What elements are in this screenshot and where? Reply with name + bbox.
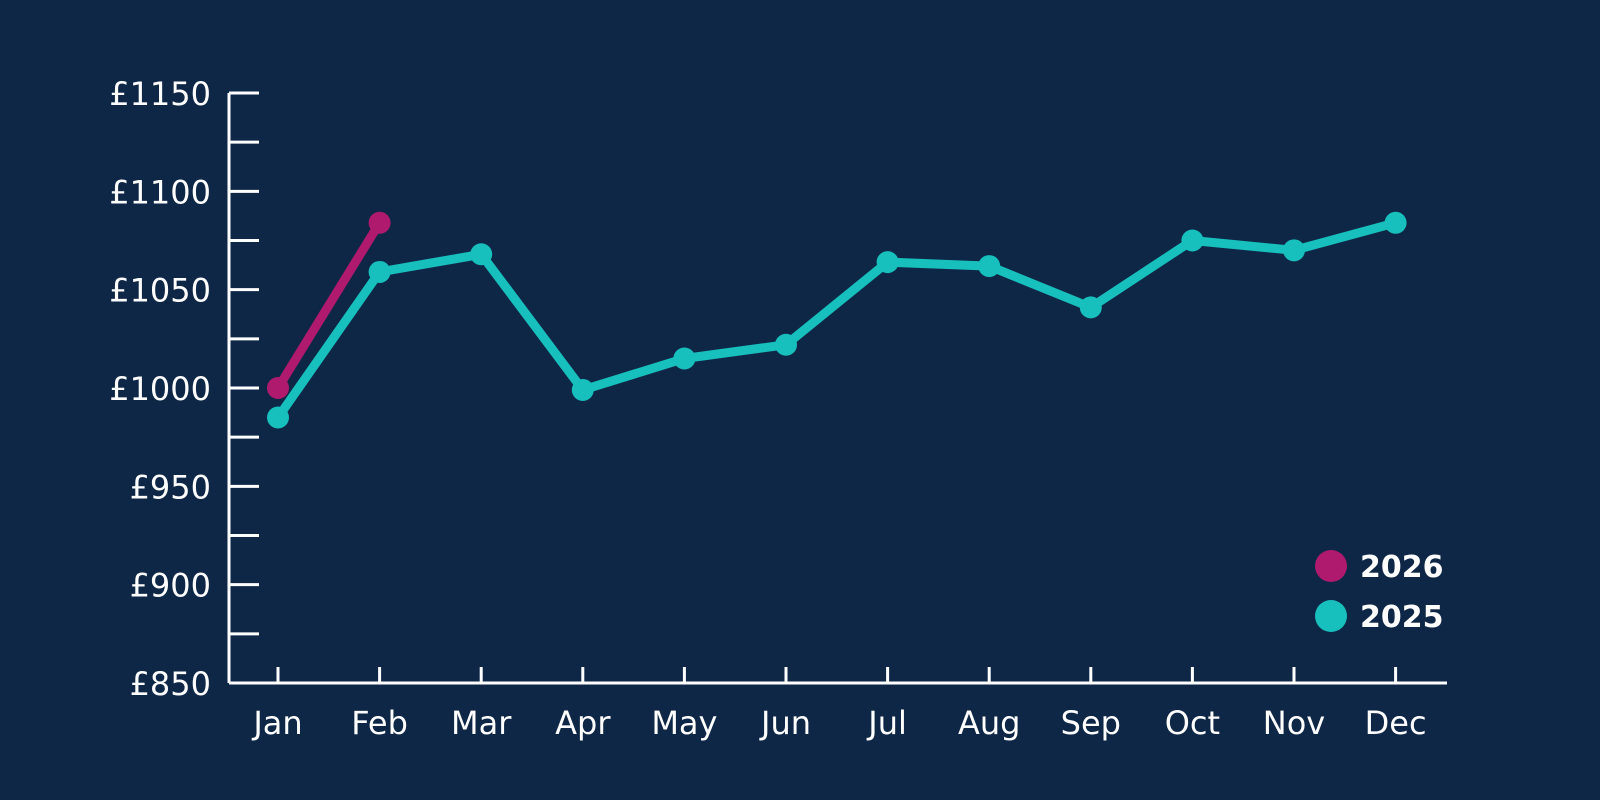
series-2025-point — [1079, 296, 1102, 319]
series-2026 — [267, 211, 391, 399]
series-2025-line — [273, 218, 1401, 422]
x-tick-label: Jan — [251, 704, 302, 742]
series-2025-point — [876, 251, 899, 274]
legend-swatch — [1315, 600, 1347, 632]
series-2025-point — [775, 333, 797, 356]
x-tick-label: Sep — [1061, 704, 1121, 742]
legend-item-2025: 2025 — [1315, 600, 1444, 635]
y-tick-label: £1000 — [109, 370, 211, 408]
x-tick-label: Nov — [1263, 704, 1325, 742]
axes — [227, 93, 1447, 685]
series-2025-point — [673, 347, 696, 370]
y-axis-ticks: £850 £900 £950 £1000 £1050 £1100 £1150 — [109, 75, 259, 703]
x-tick-label: May — [651, 704, 717, 742]
y-tick-label: £850 — [130, 665, 211, 703]
x-tick-label: Feb — [351, 704, 408, 742]
x-tick-label: Oct — [1165, 704, 1220, 742]
series-2025-point — [1283, 239, 1305, 262]
series-2025-point — [1181, 229, 1204, 252]
legend-label: 2025 — [1360, 600, 1444, 635]
series-2026-point — [267, 377, 289, 399]
y-tick-label: £1100 — [109, 173, 211, 211]
x-tick-label: Jul — [866, 704, 907, 742]
y-tick-label: £1050 — [109, 272, 211, 310]
x-tick-label: Mar — [451, 704, 512, 742]
series-2025-point — [368, 260, 391, 283]
y-tick-label: £950 — [130, 468, 211, 506]
series-2025-point — [571, 378, 594, 401]
legend-item-2026: 2026 — [1315, 550, 1444, 585]
series-group — [267, 211, 1407, 429]
legend-swatch — [1315, 550, 1347, 582]
legend-label: 2026 — [1360, 550, 1444, 585]
series-2026-line — [273, 218, 385, 393]
x-axis-ticks: Jan Feb Mar Apr May Jun Jul Aug Sep Oct Nov Dec — [251, 667, 1427, 742]
series-2026-point — [368, 211, 391, 234]
series-2025-point — [978, 255, 1001, 278]
x-tick-label: Dec — [1365, 704, 1427, 742]
legend: 2026 2025 — [1315, 550, 1444, 635]
x-tick-label: Jun — [759, 704, 811, 742]
series-2025-point — [267, 406, 289, 429]
x-tick-label: Apr — [555, 704, 611, 742]
y-tick-label: £900 — [130, 567, 211, 605]
series-2025-point — [470, 243, 493, 266]
series-2025-point — [1384, 211, 1407, 234]
y-tick-label: £1150 — [109, 75, 211, 113]
x-tick-label: Aug — [958, 704, 1020, 742]
series-2025 — [267, 211, 1407, 429]
